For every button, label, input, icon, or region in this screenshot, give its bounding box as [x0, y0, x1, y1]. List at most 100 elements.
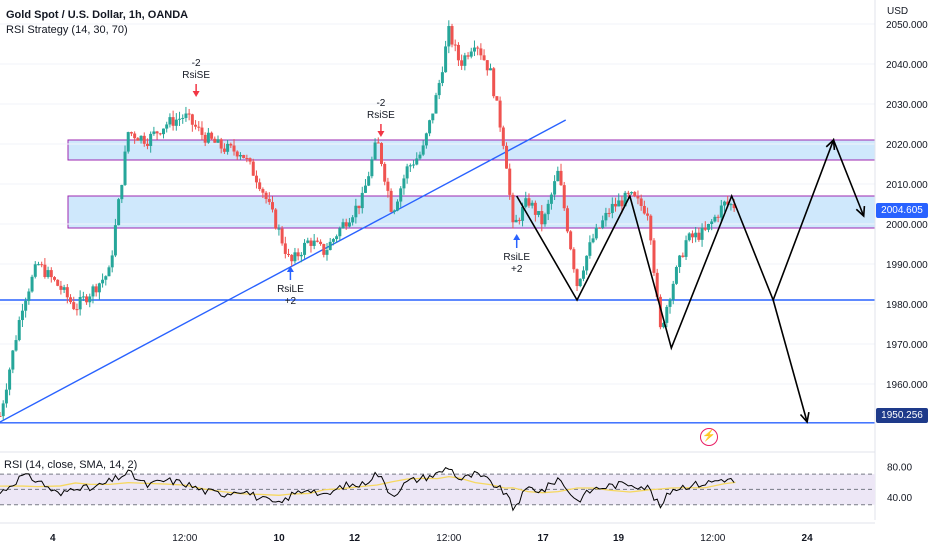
candle-body: [540, 211, 544, 225]
candle-body: [703, 227, 707, 230]
candle-body: [306, 240, 310, 243]
candle-body: [700, 227, 704, 240]
candle-body: [723, 201, 727, 206]
candle-body: [72, 302, 76, 310]
candle-body: [52, 277, 56, 280]
candle-body: [463, 55, 467, 66]
candle-body: [498, 100, 502, 128]
price-tick-label: 2000.000: [886, 220, 928, 231]
candle-body: [232, 145, 236, 152]
signal-label: RsiLE: [503, 252, 530, 263]
candle-body: [559, 170, 563, 186]
zone-box: [67, 195, 876, 229]
candle-body: [24, 300, 28, 311]
time-tick-label: 24: [802, 533, 814, 544]
candle-body: [671, 283, 675, 300]
rsi-indicator-label[interactable]: RSI (14, close, SMA, 14, 2): [4, 459, 138, 471]
candle-body: [322, 244, 326, 255]
candle-body: [674, 267, 678, 284]
candle-body: [251, 161, 255, 176]
candle-body: [668, 299, 672, 307]
candle-body: [197, 126, 201, 128]
candle-body: [129, 132, 133, 134]
candle-body: [319, 241, 323, 245]
candle-body: [421, 145, 425, 155]
candle-body: [187, 113, 191, 115]
price-grid: [0, 23, 875, 385]
candle-body: [575, 269, 579, 287]
candle-body: [697, 232, 701, 240]
candle-body: [652, 240, 656, 273]
candle-body: [123, 151, 127, 185]
supply-demand-zones: [67, 139, 876, 229]
candle-body: [171, 117, 175, 126]
down-arrow-icon: [377, 131, 385, 137]
candle-body: [591, 238, 595, 243]
candle-body: [402, 178, 406, 189]
candle-body: [210, 132, 214, 139]
target-price-tag: 1950.256: [876, 408, 928, 423]
candle-body: [373, 142, 377, 160]
candle-body: [126, 132, 130, 152]
candle-body: [456, 44, 460, 61]
candle-body: [412, 164, 416, 166]
candle-body: [597, 227, 601, 229]
candle-body: [20, 310, 24, 321]
candle-body: [165, 124, 169, 129]
candle-body: [139, 135, 143, 141]
candle-body: [155, 131, 159, 134]
candle-body: [267, 198, 271, 203]
signal-amount: -2: [376, 98, 385, 109]
down-arrow-icon: [192, 91, 200, 97]
candle-body: [726, 201, 730, 205]
candle-body: [1, 403, 5, 417]
candle-body: [524, 198, 528, 207]
candle-body: [581, 270, 585, 279]
candlesticks: [0, 20, 736, 420]
candle-body: [578, 278, 582, 287]
candle-body: [274, 209, 278, 229]
candle-body: [245, 158, 249, 160]
candle-body: [444, 46, 448, 73]
candle-body: [501, 127, 505, 146]
candle-body: [530, 202, 534, 206]
price-tick-label: 1990.000: [886, 260, 928, 271]
candle-body: [178, 118, 182, 120]
candle-body: [527, 198, 531, 206]
candle-body: [158, 133, 162, 135]
candle-body: [562, 185, 566, 209]
candle-body: [360, 192, 364, 209]
candle-body: [49, 270, 53, 278]
lightning-bolt-icon[interactable]: ⚡: [700, 428, 718, 446]
horizontal-levels: [0, 299, 875, 424]
candle-body: [344, 222, 348, 227]
candle-body: [706, 223, 710, 230]
candle-body: [633, 192, 637, 197]
candle-body: [120, 184, 124, 200]
candle-body: [181, 117, 185, 119]
candle-body: [184, 113, 188, 118]
trend-line-group: [0, 119, 567, 423]
candle-body: [617, 200, 621, 207]
signal-amount: +2: [285, 296, 297, 307]
candle-body: [610, 203, 614, 214]
projection-path: [516, 137, 865, 351]
signal-amount: +2: [511, 264, 523, 275]
candle-body: [424, 133, 428, 146]
candle-body: [389, 190, 393, 212]
candle-body: [476, 47, 480, 49]
price-tick-label: 2030.000: [886, 100, 928, 111]
candle-body: [681, 255, 685, 257]
candle-body: [4, 389, 8, 404]
candle-body: [213, 138, 217, 143]
candle-body: [226, 143, 230, 152]
projection-arrowhead: [855, 205, 866, 218]
candle-body: [440, 72, 444, 84]
strategy-label: RSI Strategy (14, 30, 70): [6, 24, 128, 36]
candle-body: [363, 185, 367, 193]
candle-body: [604, 212, 608, 221]
candle-body: [546, 203, 550, 215]
